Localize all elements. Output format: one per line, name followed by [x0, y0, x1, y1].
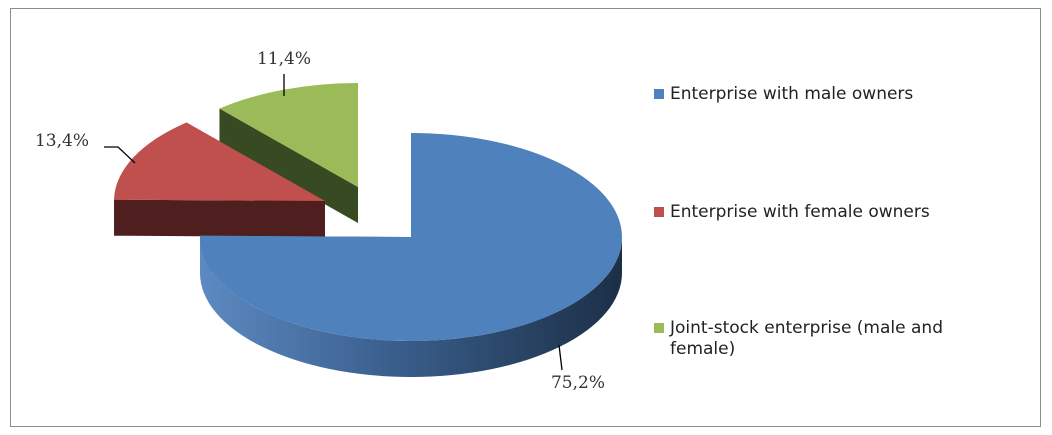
pie-slice-1-side: [200, 237, 622, 377]
data-label-3: 11,4%: [257, 49, 311, 69]
legend-item-2: Enterprise with female owners: [654, 202, 1010, 223]
legend-item-3: Joint-stock enterprise (male and female): [654, 318, 1010, 360]
pie-slice-1: [200, 133, 622, 377]
legend-item-1: Enterprise with male owners: [654, 84, 1010, 105]
pie-slice-2: [114, 122, 325, 237]
legend-swatch-1: [654, 89, 664, 99]
pie-slice-3: [219, 83, 358, 223]
pie-slice-2-top: [114, 122, 325, 201]
pie-slice-3-top: [219, 83, 358, 187]
pie-slice-3-cut-1: [219, 108, 358, 223]
pie-slice-2-cut-1: [114, 199, 325, 237]
legend-label-3: Joint-stock enterprise (male and female): [670, 318, 943, 359]
legend-swatch-3: [654, 323, 664, 333]
data-label-1: 75,2%: [551, 373, 605, 393]
leader-line-1: [558, 344, 563, 371]
legend-label-2: Enterprise with female owners: [670, 202, 930, 222]
legend-swatch-2: [654, 207, 664, 217]
pie-slice-1-top: [200, 133, 622, 342]
leader-line-2: [104, 146, 136, 164]
legend-label-1: Enterprise with male owners: [670, 84, 914, 104]
data-label-2: 13,4%: [35, 131, 89, 151]
